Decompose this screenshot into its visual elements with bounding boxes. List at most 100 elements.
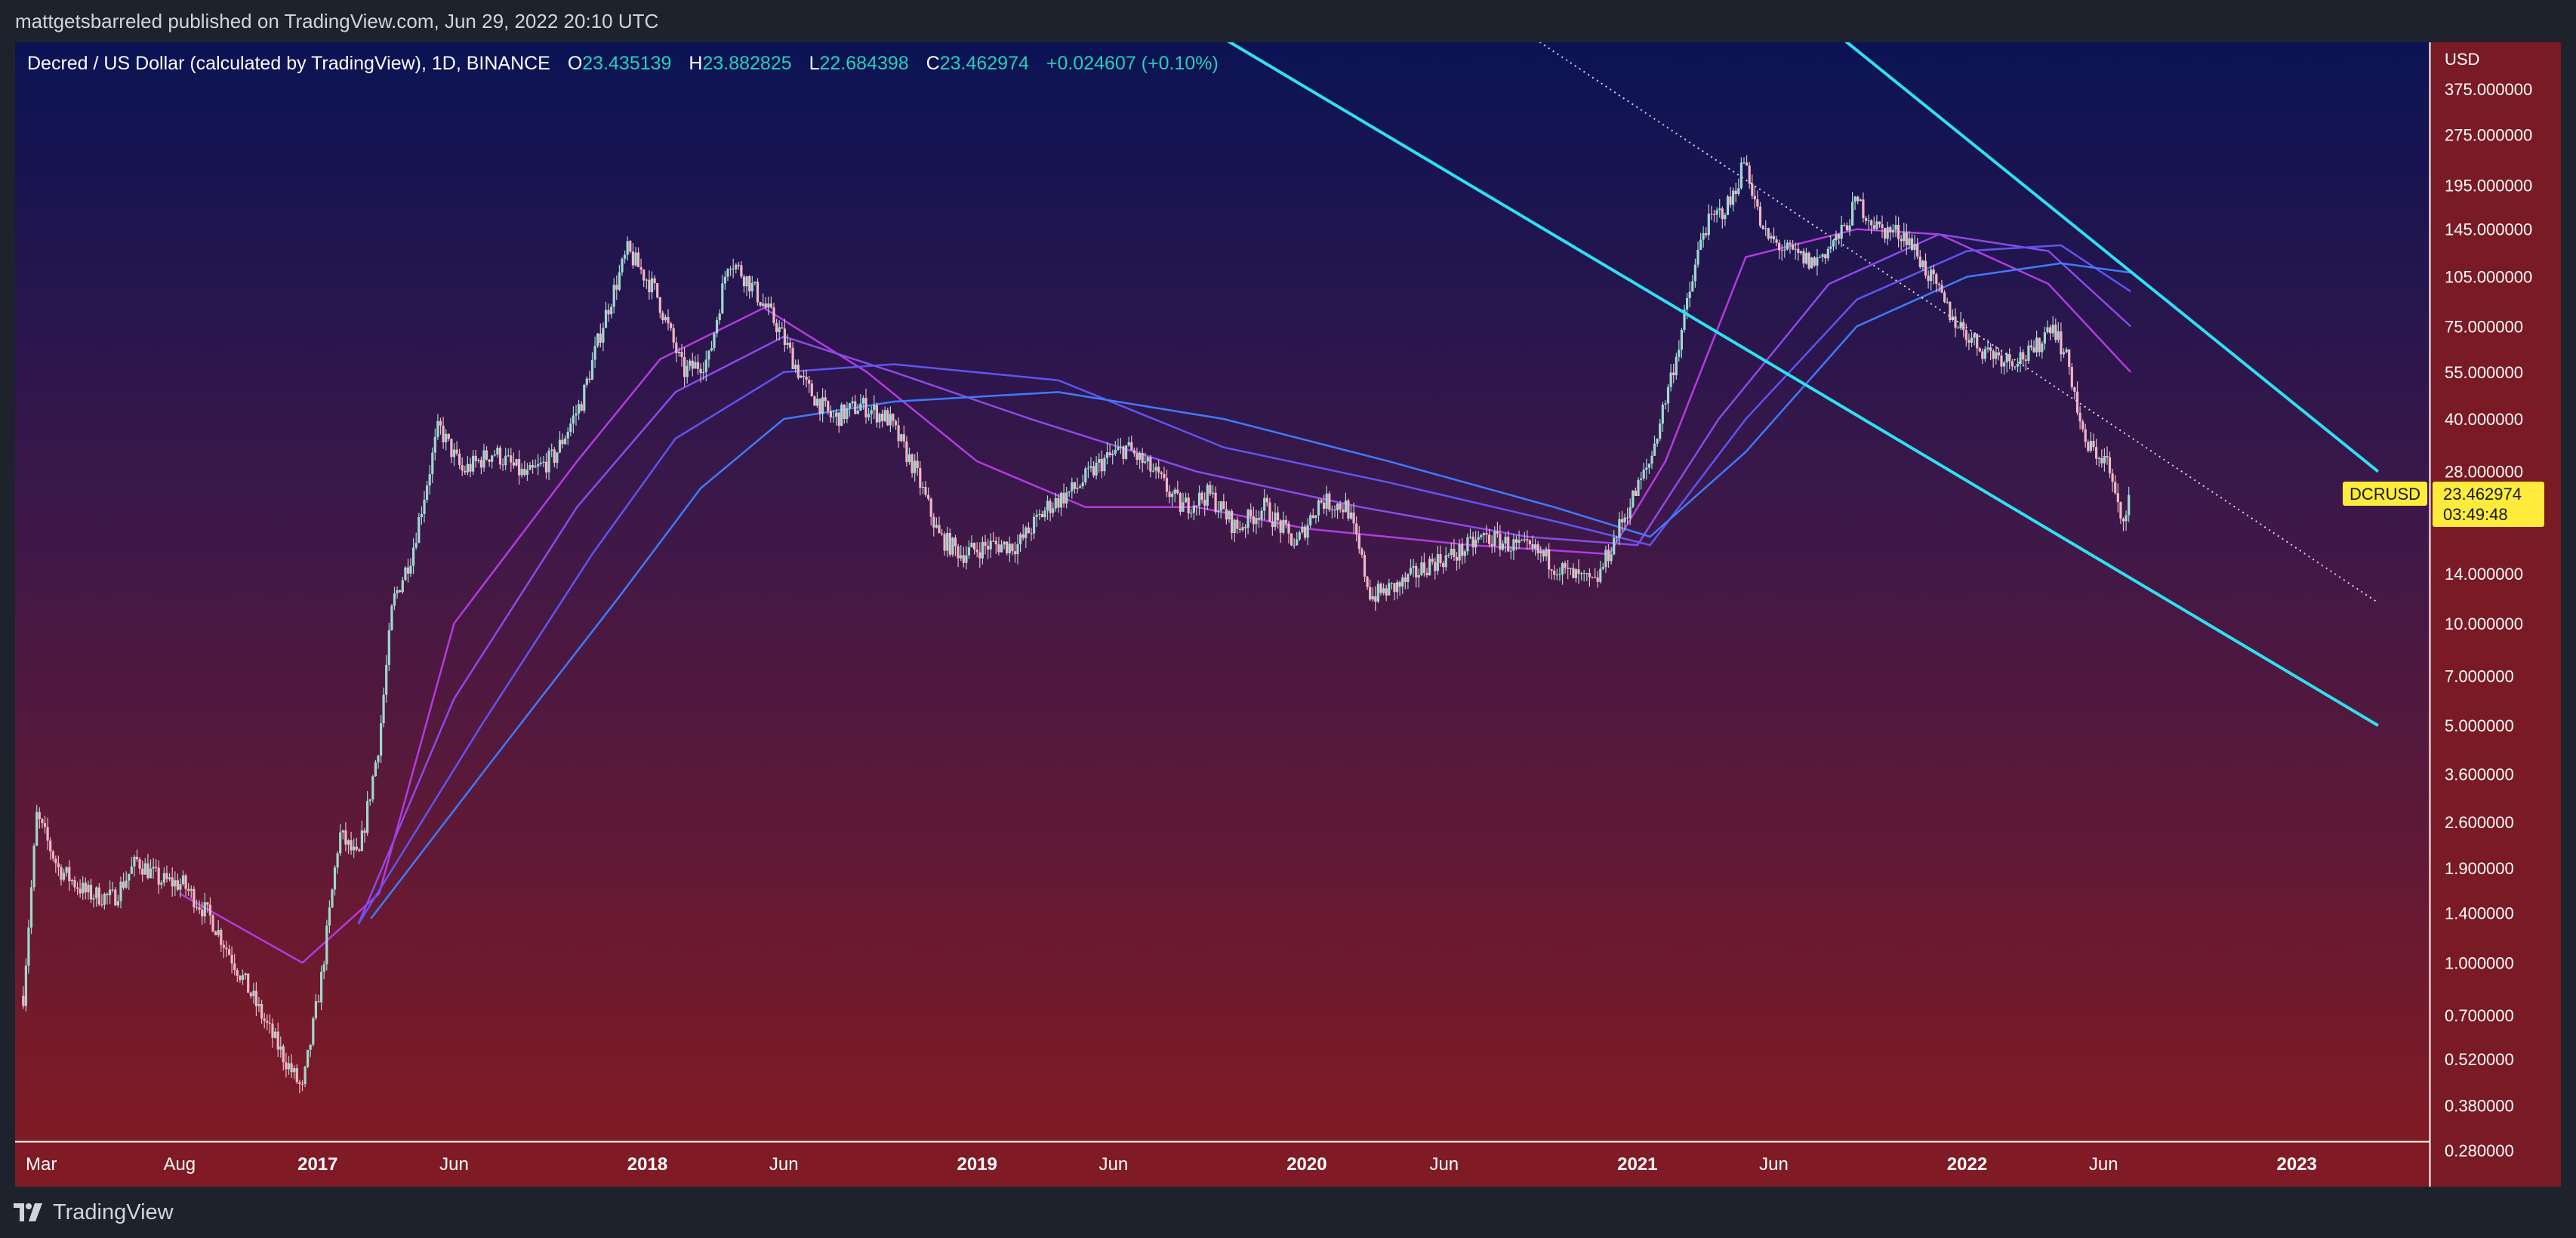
candle-body [1173, 489, 1176, 494]
candle-body [704, 359, 707, 372]
candle-body [27, 927, 30, 966]
candle-body [1347, 500, 1350, 519]
candle-body [1702, 233, 1705, 240]
candle-body [1006, 541, 1009, 553]
candle-body [1284, 519, 1287, 524]
candle-body [461, 465, 464, 471]
candle-body [339, 832, 342, 854]
candle-body [214, 932, 217, 935]
candle-body [2008, 353, 2011, 362]
price-chart[interactable]: USD 375.000000 275.000000 195.000000 145.00… [0, 0, 2576, 1187]
candle-body [1499, 533, 1502, 550]
candle-body [1463, 551, 1466, 556]
candle-body [160, 882, 163, 885]
candle-body [1296, 539, 1299, 546]
candle-body [360, 830, 363, 852]
candle-body [1878, 221, 1881, 225]
y-tick-label: 1.000000 [2445, 953, 2514, 972]
candle-body [1065, 492, 1068, 504]
candle-body [68, 867, 71, 882]
candle-body [138, 859, 141, 869]
candle-body [491, 455, 494, 462]
candle-body [921, 487, 924, 488]
candle-body [1209, 485, 1212, 494]
candle-body [873, 405, 876, 411]
candle-body [924, 487, 927, 495]
moving-averages [179, 228, 2132, 964]
candle-body [2016, 364, 2020, 367]
tradingview-logo-icon[interactable] [14, 1203, 44, 1221]
candle-body [485, 450, 488, 460]
candle-body [2122, 519, 2125, 522]
candle-body [1816, 257, 1819, 266]
candle-body [1829, 246, 1832, 249]
candle-body [387, 630, 390, 665]
candle-body [1751, 183, 1754, 196]
candle-body [1238, 528, 1241, 531]
candle-body [1613, 537, 1616, 555]
candle-body [1539, 550, 1542, 553]
candle-body [2114, 482, 2117, 494]
candle-body [723, 276, 726, 284]
candle-body [1211, 492, 1215, 494]
candle-body [1089, 466, 1092, 468]
candle-body [1388, 583, 1391, 596]
candle-body [604, 310, 608, 328]
candle-body [1013, 551, 1017, 555]
candle-body [1775, 239, 1778, 243]
x-tick-label: 2023 [2277, 1154, 2317, 1175]
candle-body [1545, 549, 1548, 557]
candle-body [775, 322, 778, 332]
candle-body [932, 516, 935, 528]
candle-body [406, 567, 410, 574]
candle-body [783, 328, 786, 345]
candle-body [1371, 596, 1374, 600]
candle-body [333, 867, 337, 890]
candle-body [1804, 252, 1808, 264]
channel-boundary-line[interactable] [1600, 0, 2380, 473]
candle-body [892, 414, 895, 421]
candle-body [2054, 325, 2057, 340]
candle-body [276, 1031, 279, 1050]
channel-lines[interactable] [894, 0, 2380, 727]
channel-boundary-line[interactable] [894, 0, 2379, 727]
candle-body [268, 1022, 271, 1024]
candle-body [1206, 485, 1209, 506]
candle-body [523, 469, 526, 475]
candle-body [1550, 569, 1553, 571]
candle-body [558, 439, 562, 453]
candle-body [1027, 527, 1030, 534]
candle-body [2119, 502, 2122, 519]
candle-body [1396, 582, 1399, 593]
candle-body [1680, 330, 1683, 350]
candle-body [371, 776, 374, 799]
candle-body [285, 1062, 288, 1070]
candle-body [1699, 239, 1702, 250]
candle-body [938, 525, 941, 534]
candle-body [875, 405, 878, 423]
candle-body [1910, 238, 1914, 250]
candle-body [1431, 559, 1434, 562]
candle-body [1016, 544, 1019, 555]
candle-body [1339, 504, 1342, 510]
candle-body [374, 762, 377, 777]
high-label: H [689, 53, 702, 74]
candle-body [1059, 492, 1063, 508]
open-label: O [568, 53, 582, 74]
candle-body [1363, 555, 1367, 577]
candle-body [1144, 461, 1147, 463]
candle-body [498, 448, 502, 465]
candle-body [902, 434, 905, 442]
x-tick-label: 2021 [1617, 1154, 1657, 1175]
candle-body [507, 455, 510, 457]
candle-body [1119, 446, 1122, 448]
candle-body [1260, 510, 1263, 520]
candle-body [1582, 573, 1585, 574]
candle-body [1466, 537, 1469, 552]
candle-body [1821, 254, 1824, 257]
tradingview-brand[interactable]: TradingView [53, 1200, 174, 1224]
candle-body [239, 975, 242, 981]
candle-body [1385, 588, 1388, 596]
candle-body [1729, 196, 1732, 205]
candle-body [501, 464, 504, 466]
